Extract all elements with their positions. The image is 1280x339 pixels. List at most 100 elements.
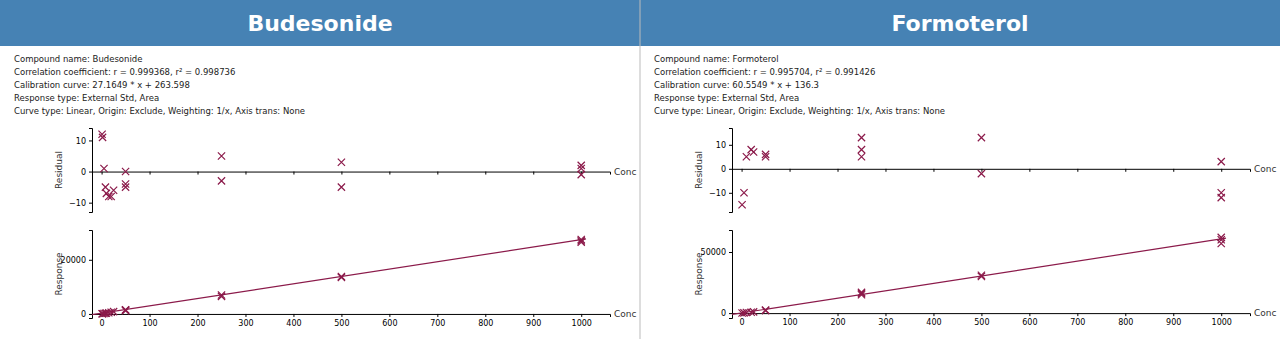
tick-label: 600	[382, 319, 397, 328]
tick-mark	[245, 314, 246, 317]
tick-label: 200	[830, 318, 845, 327]
tick-mark	[485, 172, 486, 175]
tick-mark	[437, 314, 438, 317]
x-axis-title: Conc	[614, 167, 636, 177]
y-axis-title: Response	[694, 252, 704, 296]
figure: BudesonideCompound name: BudesonideCorre…	[0, 0, 1280, 339]
point	[338, 273, 345, 280]
point	[122, 307, 129, 314]
tick-label: 800	[478, 319, 493, 328]
divider	[640, 0, 641, 339]
point	[218, 177, 225, 184]
axis-line	[93, 172, 611, 175]
tick: 100	[782, 313, 797, 327]
tick-mark	[245, 172, 246, 175]
header-bar	[640, 0, 1280, 46]
tick-mark	[581, 314, 582, 317]
point	[762, 153, 769, 160]
point	[218, 152, 225, 159]
tick	[838, 169, 839, 172]
tick	[1029, 169, 1030, 172]
point	[122, 180, 129, 187]
tick-mark	[485, 314, 486, 317]
point	[978, 273, 985, 280]
tick: 0	[721, 309, 732, 318]
point	[750, 148, 757, 155]
point	[978, 170, 985, 177]
tick-label: 900	[526, 319, 541, 328]
tick-mark	[341, 314, 342, 317]
y-axis-title: Response	[54, 252, 64, 296]
point	[858, 289, 865, 296]
plot-marks	[732, 234, 1226, 317]
point	[978, 272, 985, 279]
calibration-line	[92, 239, 586, 315]
tick: 300	[238, 314, 253, 328]
x-axis: 01002003004005006007008009001000	[733, 313, 1251, 327]
info-line: Correlation coefficient: r = 0.995704, r…	[654, 67, 875, 77]
tick-mark	[1125, 169, 1126, 172]
y-axis: −10010	[69, 129, 92, 213]
x-axis	[733, 169, 1251, 172]
point	[108, 193, 115, 200]
point	[858, 134, 865, 141]
tick	[742, 169, 743, 172]
tick-mark	[293, 172, 294, 175]
tick-mark	[790, 313, 791, 316]
tick-mark	[1029, 169, 1030, 172]
tick-mark	[1173, 169, 1174, 172]
tick	[1125, 169, 1126, 172]
tick-mark	[341, 172, 342, 175]
axis-line	[89, 231, 93, 319]
tick-label: 0	[721, 309, 726, 318]
point	[750, 308, 757, 315]
tick-mark	[742, 169, 743, 172]
tick-label: 400	[926, 318, 941, 327]
point	[1218, 194, 1225, 201]
point	[99, 134, 106, 141]
tick-label: 10	[716, 141, 726, 150]
tick-label: 0	[81, 310, 86, 319]
point	[578, 237, 585, 244]
point	[1218, 234, 1225, 241]
point	[578, 171, 585, 178]
tick: 10	[76, 137, 92, 146]
tick-mark	[89, 140, 92, 141]
point	[740, 189, 747, 196]
plot-marks	[738, 134, 1224, 208]
point	[858, 146, 865, 153]
axis-line	[733, 314, 1251, 317]
tick-mark	[729, 313, 732, 314]
tick-label: 20000	[61, 256, 86, 265]
tick	[885, 169, 886, 172]
tick	[389, 172, 390, 175]
tick: 400	[926, 313, 941, 327]
tick-mark	[533, 172, 534, 175]
tick	[981, 169, 982, 172]
tick-label: 500	[974, 318, 989, 327]
tick-mark	[198, 172, 199, 175]
axis-line	[729, 231, 733, 319]
tick-mark	[102, 172, 103, 175]
point	[218, 293, 225, 300]
calibration-line	[732, 238, 1226, 314]
point	[762, 307, 769, 314]
tick-label: 0	[721, 165, 726, 174]
tick	[1221, 169, 1222, 172]
tick-mark	[729, 193, 732, 194]
y-axis: 050000	[701, 231, 733, 319]
chart-container: BudesonideCompound name: BudesonideCorre…	[0, 0, 1280, 339]
tick: 20000	[61, 256, 92, 265]
tick-mark	[790, 169, 791, 172]
y-axis-title: Residual	[54, 151, 64, 189]
tick-mark	[838, 169, 839, 172]
tick-mark	[885, 313, 886, 316]
tick-mark	[89, 314, 92, 315]
tick-label: 1000	[572, 319, 592, 328]
tick: 200	[190, 314, 205, 328]
tick-mark	[389, 314, 390, 317]
tick-mark	[89, 203, 92, 204]
tick-label: 0	[81, 168, 86, 177]
info-line: Calibration curve: 60.5549 * x + 136.3	[654, 80, 819, 90]
header-bar	[0, 0, 640, 46]
